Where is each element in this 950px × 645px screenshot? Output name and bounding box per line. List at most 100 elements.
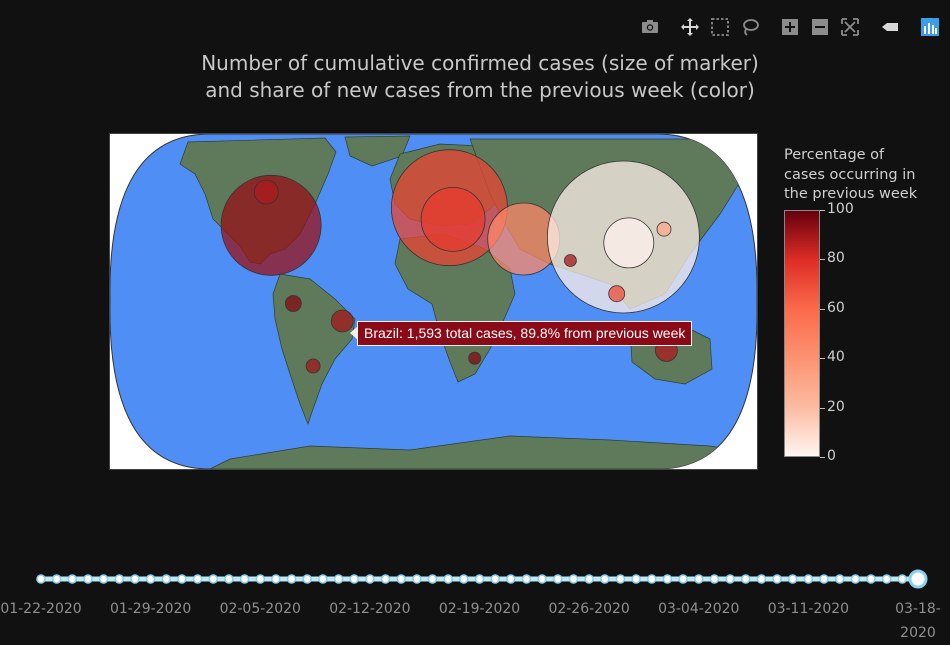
slider-step[interactable]	[599, 574, 610, 584]
marker-japan[interactable]	[656, 221, 672, 237]
colorbar-tick-label: 40	[827, 349, 845, 366]
zoom-in-icon[interactable]	[778, 15, 802, 39]
slider-step[interactable]	[412, 574, 422, 584]
land-greenland	[344, 135, 411, 167]
slider-label: 02-19-2020	[438, 601, 521, 617]
slider-step[interactable]	[646, 574, 657, 584]
colorbar-tick	[820, 407, 825, 409]
slider-step[interactable]	[662, 574, 673, 584]
slider-handle[interactable]	[908, 569, 928, 589]
slider-step[interactable]	[365, 574, 375, 584]
plotly-logo-icon[interactable]	[918, 15, 942, 39]
marker-hubei[interactable]	[603, 217, 655, 269]
slider-step[interactable]	[192, 574, 203, 584]
slider-step[interactable]	[161, 574, 172, 584]
slider-step[interactable]	[396, 574, 407, 584]
slider-step[interactable]	[224, 574, 234, 584]
date-slider[interactable]	[0, 560, 950, 600]
slider-step[interactable]	[850, 574, 861, 584]
slider-step[interactable]	[709, 574, 720, 584]
slider-step[interactable]	[98, 574, 109, 584]
colorbar-title-line-1: Percentage of	[784, 147, 885, 163]
slider-step[interactable]	[725, 574, 735, 584]
marker-ecuador[interactable]	[284, 295, 302, 312]
slider-step[interactable]	[615, 574, 626, 584]
slider-step[interactable]	[458, 574, 469, 584]
slider-step[interactable]	[866, 574, 876, 584]
slider-label: 02-05-2020	[219, 601, 301, 617]
slider-step[interactable]	[114, 574, 125, 584]
slider-step[interactable]	[537, 574, 547, 584]
chart-title: Number of cumulative confirmed cases (si…	[0, 50, 950, 104]
marker-italy[interactable]	[420, 187, 486, 252]
slider-step[interactable]	[505, 574, 516, 584]
slider-step[interactable]	[51, 574, 62, 584]
marker-united-states[interactable]	[220, 174, 322, 276]
colorbar-title: Percentage of cases occurring in the pre…	[784, 146, 917, 205]
slider-step[interactable]	[584, 574, 594, 584]
colorbar-tick-label: 80	[827, 250, 845, 267]
slider-step[interactable]	[819, 574, 829, 584]
slider-step[interactable]	[490, 574, 501, 584]
marker-brazil[interactable]	[330, 309, 354, 333]
modebar	[632, 14, 942, 40]
lasso-select-icon[interactable]	[738, 15, 762, 39]
slider-step[interactable]	[678, 574, 688, 584]
slider-step[interactable]	[333, 574, 344, 584]
slider-step[interactable]	[83, 574, 93, 584]
slider-step[interactable]	[787, 574, 798, 584]
marker-canada[interactable]	[253, 179, 279, 205]
world-map[interactable]	[110, 134, 757, 469]
slider-label: 02-26-2020	[548, 601, 630, 617]
slider-step[interactable]	[36, 574, 46, 584]
zoom-out-icon[interactable]	[808, 15, 832, 39]
colorbar-tick-label: 0	[827, 448, 836, 464]
slider-step[interactable]	[302, 574, 313, 584]
slider-step[interactable]	[255, 574, 266, 584]
marker-malaysia[interactable]	[608, 285, 626, 303]
slider-step[interactable]	[145, 574, 156, 584]
slider-step[interactable]	[271, 574, 281, 584]
slider-step[interactable]	[427, 574, 438, 584]
slider-step[interactable]	[693, 574, 704, 584]
colorbar-tick	[820, 259, 825, 261]
slider-step[interactable]	[740, 574, 751, 584]
slider-step[interactable]	[552, 574, 563, 584]
slider-step[interactable]	[474, 574, 485, 584]
colorbar	[784, 210, 820, 457]
marker-india[interactable]	[563, 254, 577, 267]
slider-step[interactable]	[521, 574, 532, 584]
slider-step[interactable]	[834, 574, 845, 584]
slider-step[interactable]	[239, 574, 250, 584]
slider-label: 03-18- 2020	[895, 601, 941, 641]
marker-chile[interactable]	[305, 358, 321, 374]
slider-step[interactable]	[631, 574, 641, 584]
slider-step[interactable]	[177, 574, 187, 584]
slider-step[interactable]	[568, 574, 579, 584]
slider-step[interactable]	[443, 574, 454, 584]
slider-label: 03-04-2020	[658, 601, 740, 617]
slider-step[interactable]	[349, 574, 360, 584]
slider-step[interactable]	[756, 574, 767, 584]
camera-icon[interactable]	[638, 15, 662, 39]
case-markers[interactable]	[220, 149, 700, 374]
slider-step[interactable]	[318, 574, 328, 584]
reset-scale-icon[interactable]	[838, 15, 862, 39]
marker-south-africa[interactable]	[468, 351, 482, 365]
colorbar-tick-label: 20	[827, 398, 845, 415]
slider-step[interactable]	[803, 574, 814, 584]
slider-step[interactable]	[67, 574, 78, 584]
slider-step[interactable]	[772, 574, 782, 584]
chart-title-line-1: Number of cumulative confirmed cases (si…	[201, 51, 759, 75]
slider-step[interactable]	[881, 574, 892, 584]
slider-step[interactable]	[286, 574, 297, 584]
pan-icon[interactable]	[678, 15, 702, 39]
colorbar-tick	[820, 358, 825, 360]
slider-step[interactable]	[130, 574, 140, 584]
box-select-icon[interactable]	[708, 15, 732, 39]
slider-step[interactable]	[208, 574, 219, 584]
toggle-spike-icon[interactable]	[878, 15, 902, 39]
slider-step[interactable]	[380, 574, 391, 584]
land-antarctica	[209, 435, 757, 469]
slider-step[interactable]	[897, 574, 908, 584]
